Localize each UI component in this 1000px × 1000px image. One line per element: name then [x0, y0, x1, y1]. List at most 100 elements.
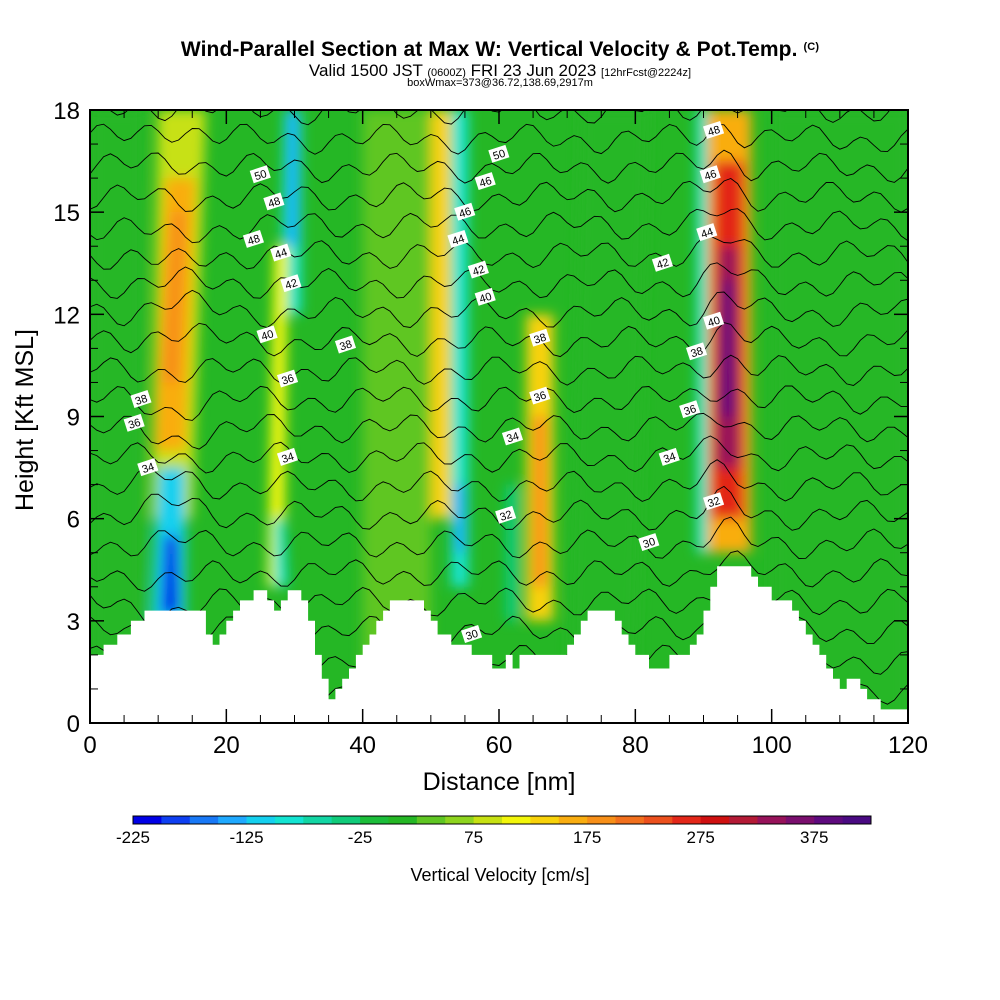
isentrope-label: 48: [263, 192, 285, 211]
isentrope-label: 36: [123, 413, 145, 432]
isentrope-label: 48: [703, 120, 725, 139]
isentrope-label-text: 48: [267, 195, 282, 210]
isentrope-label-text: 34: [141, 461, 156, 476]
chart-subtitle-box: boxWmax=373@36.72,138.69,2917m: [407, 77, 593, 89]
isentrope-line: [90, 354, 908, 386]
colorbar-swatch: [331, 816, 361, 824]
isentrope-label: 42: [280, 274, 302, 293]
colorbar-tick-label: 175: [573, 828, 601, 847]
colorbar-tick-label: 275: [687, 828, 715, 847]
isentrope-label-text: 38: [338, 338, 353, 353]
isentrope-label-text: 48: [246, 233, 261, 248]
colorbar-swatch: [161, 816, 191, 824]
colorbar-tick-label: 375: [800, 828, 828, 847]
isentrope-label-bg: [685, 342, 708, 361]
isentrope-line: [90, 208, 908, 244]
colorbar-swatch: [246, 816, 276, 824]
colorbar-swatch: [558, 816, 588, 824]
isentrope-label-bg: [454, 202, 476, 221]
isentrope-label-text: 48: [706, 124, 721, 139]
isentrope-label-bg: [249, 165, 271, 184]
isentrope-label: 44: [270, 243, 292, 262]
isentrope-label-text: 32: [706, 495, 721, 510]
isentrope-label-bg: [270, 243, 292, 262]
y-tick-label: 3: [67, 609, 80, 636]
isentrope-label-text: 50: [492, 148, 507, 163]
downdraft-streak: [287, 110, 298, 247]
updraft-streak: [533, 416, 547, 587]
colorbar-swatch: [502, 816, 531, 824]
colorbar-swatch: [757, 816, 787, 824]
isentrope-label-bg: [276, 369, 299, 388]
isentrope-label: 38: [685, 342, 708, 361]
isentrope-line: [90, 149, 908, 184]
isentrope-label: 44: [447, 229, 469, 248]
x-tick-label: 0: [83, 732, 96, 759]
isentrope-label-bg: [703, 311, 725, 330]
isentrope-line: [90, 235, 908, 270]
isentrope-label-bg: [495, 505, 517, 524]
y-tick-label: 18: [53, 98, 80, 125]
isentrope-label-text: 34: [280, 451, 295, 466]
isentrope-label-text: 38: [689, 345, 704, 360]
colorbar-tick-label: -25: [348, 828, 373, 847]
isentrope-label: 46: [699, 165, 721, 183]
colorbar-swatch: [842, 816, 872, 824]
y-tick-label: 6: [67, 507, 80, 534]
colorbar-swatch: [218, 816, 248, 824]
isentrope-label-bg: [638, 533, 660, 551]
isentrope-label-text: 36: [127, 417, 142, 432]
isentrope-label-text: 34: [662, 451, 677, 466]
isentrope-label-bg: [242, 229, 265, 248]
downdraft-streak: [274, 518, 288, 587]
colorbar-frame: [132, 815, 872, 825]
isentrope-label: 30: [638, 533, 660, 551]
isentrope-label: 40: [703, 311, 725, 330]
colorbar-swatch: [814, 816, 844, 824]
y-axis-label: Height [Kft MSL]: [11, 329, 39, 511]
isentrope-label-text: 44: [700, 226, 715, 241]
colorbar-swatch: [643, 816, 673, 824]
colorbar-swatch: [729, 816, 758, 824]
isentrope-label: 42: [651, 253, 674, 272]
isentrope-label: 36: [276, 369, 299, 388]
isentrope-label: 46: [474, 172, 496, 190]
isentrope-label-bg: [280, 274, 302, 293]
isentrope-labels: 50 48 48 44 42 40 38 36 34 38 36 34 50 46 46 44 42 40 38 36…: [123, 120, 725, 643]
isentrope-label-text: 42: [284, 277, 299, 292]
isentrope-label-bg: [256, 325, 278, 344]
y-tick-label: 0: [67, 711, 80, 738]
isentrope-label-bg: [137, 458, 159, 477]
field-band: [362, 110, 431, 723]
colorbar-swatch: [303, 816, 333, 824]
isentrope-label-bg: [130, 390, 152, 408]
colorbar-tick-label: 75: [464, 828, 483, 847]
isentrope-label-text: 44: [273, 246, 288, 261]
field-band: [90, 110, 145, 723]
isentrope-label: 50: [488, 144, 510, 163]
colorbar-swatch: [700, 816, 730, 824]
isentrope-label-text: 38: [134, 393, 149, 408]
isentrope-label-bg: [488, 144, 510, 163]
isentrope-label-bg: [467, 260, 489, 279]
colorbar-swatch: [615, 816, 645, 824]
isentrope-label-text: 30: [464, 628, 479, 643]
updraft-streak: [161, 212, 186, 383]
isentrope-label-text: 46: [478, 175, 493, 190]
isentrope-label: 32: [703, 492, 725, 510]
isentrope-label: 38: [130, 390, 152, 408]
colorbar-swatch: [785, 816, 815, 824]
updraft-streak: [430, 110, 452, 519]
downdraft-streak: [161, 535, 179, 615]
colorbar-swatch: [274, 816, 304, 824]
isentrope-label-bg: [334, 335, 357, 354]
isentrope-label-bg: [696, 223, 718, 242]
isentrope-label-bg: [276, 447, 299, 466]
isentrope-label-text: 42: [655, 257, 670, 272]
colorbar-swatch: [473, 816, 503, 824]
colorbar-swatch: [133, 816, 162, 824]
isentrope-label-bg: [529, 328, 551, 347]
field-band: [771, 110, 908, 723]
